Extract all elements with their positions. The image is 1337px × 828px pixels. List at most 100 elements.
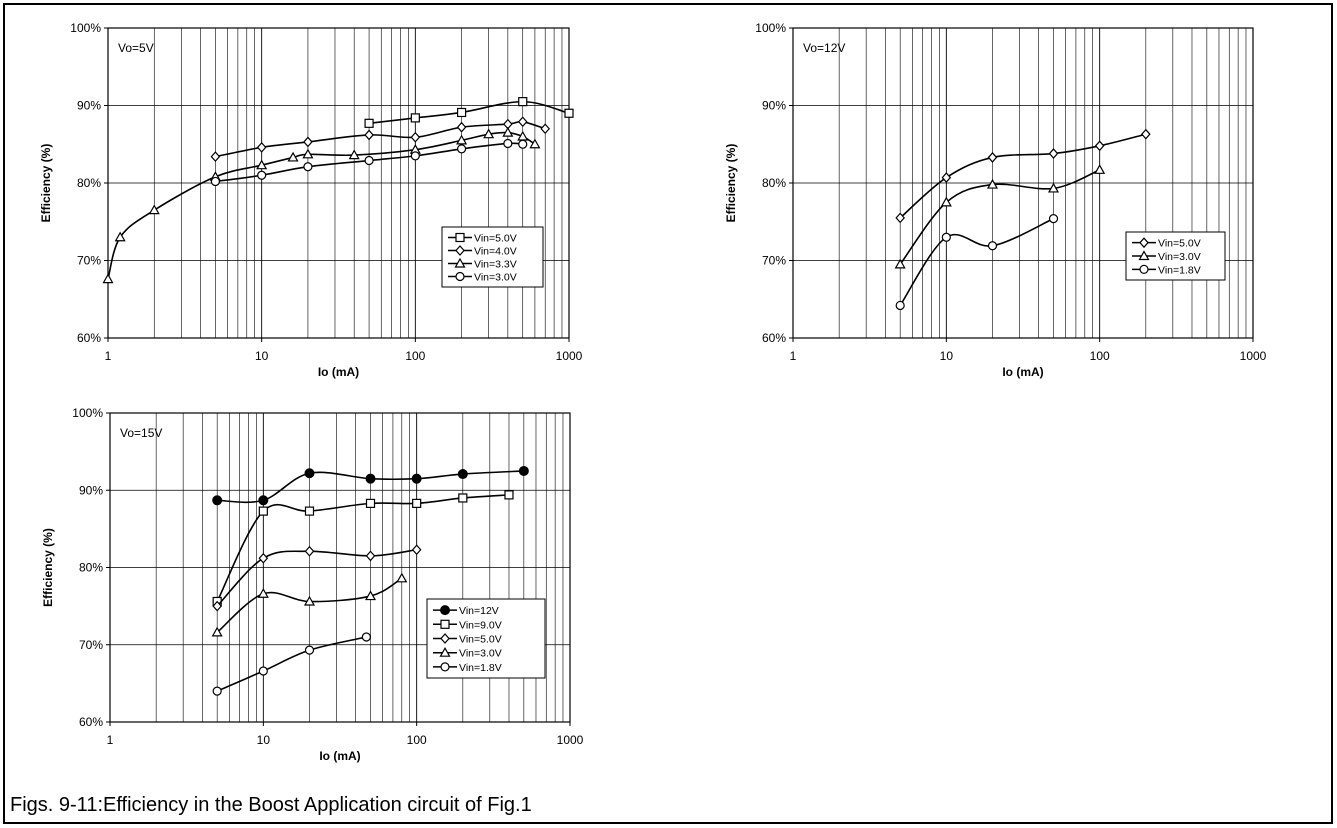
series-Vin=1.8V xyxy=(899,217,1054,306)
data-point xyxy=(256,159,268,170)
x-tick-label: 1000 xyxy=(557,733,584,747)
y-tick-label: 90% xyxy=(77,99,101,113)
x-tick-label: 10 xyxy=(257,733,271,747)
legend-label: Vin=1.8V xyxy=(1158,264,1201,276)
data-point xyxy=(364,129,374,141)
data-point xyxy=(940,196,952,207)
plot-border xyxy=(792,27,1254,339)
x-tick-label: 1000 xyxy=(1240,349,1267,363)
chart-3: 60% 70% 80% 90% 100% 1 10 100 1000 Io (mA) Efficie… xyxy=(41,406,584,763)
data-point xyxy=(987,152,998,163)
x-tick-label: 10 xyxy=(940,349,954,363)
data-point xyxy=(396,572,408,583)
legend-label: Vin=1.8V xyxy=(459,662,502,674)
data-point xyxy=(361,632,371,642)
legend-label: Vin=3.0V xyxy=(474,272,517,284)
data-point xyxy=(1094,164,1106,174)
vo-annotation: Vo=5V xyxy=(118,41,154,55)
series-markers xyxy=(102,126,541,284)
y-tick-label: 60% xyxy=(79,715,103,729)
data-point xyxy=(364,155,374,166)
data-point xyxy=(1048,214,1059,224)
data-point xyxy=(257,170,267,180)
data-point xyxy=(410,151,420,161)
data-point xyxy=(364,590,377,601)
y-tick-label: 100% xyxy=(755,21,786,35)
data-point xyxy=(148,204,160,215)
y-tick-label: 100% xyxy=(72,406,103,420)
series-Vin=1.8V xyxy=(216,636,367,692)
x-axis-label: Io (mA) xyxy=(318,365,359,379)
y-tick-label: 90% xyxy=(762,99,786,113)
legend-label: Vin=5.0V xyxy=(1158,238,1201,250)
legend-label: Vin=9.0V xyxy=(459,619,502,631)
data-point xyxy=(287,151,299,162)
data-point xyxy=(412,498,422,508)
plot-border xyxy=(107,27,570,339)
x-tick-label: 1 xyxy=(790,349,797,363)
data-point xyxy=(304,645,315,655)
data-point xyxy=(502,126,514,137)
data-point xyxy=(256,141,267,153)
legend-marker xyxy=(439,646,451,657)
series-markers xyxy=(895,214,1059,311)
series-line xyxy=(899,217,1054,306)
x-tick-label: 10 xyxy=(255,349,269,363)
data-point xyxy=(258,666,268,676)
figure-caption: Figs. 9-11:Efficiency in the Boost Appli… xyxy=(10,794,532,816)
legend-marker xyxy=(440,619,450,629)
y-tick-label: 60% xyxy=(762,331,786,345)
data-point xyxy=(518,97,528,107)
data-point xyxy=(529,138,541,149)
legend-label: Vin=5.0V xyxy=(474,233,517,245)
y-tick-label: 100% xyxy=(70,21,101,35)
y-axis-label: Efficiency (%) xyxy=(39,144,53,223)
legend-label: Vin=4.0V xyxy=(474,246,517,258)
vo-annotation: Vo=15V xyxy=(120,426,162,440)
data-point xyxy=(564,108,574,118)
data-point xyxy=(986,178,999,189)
data-point xyxy=(457,469,468,480)
legend: Vin=12V Vin=9.0V Vin=5.0V Vin=3.0V Vin=1.8V xyxy=(426,598,546,679)
data-point xyxy=(895,300,905,311)
data-point xyxy=(1094,140,1105,152)
x-tick-label: 100 xyxy=(405,349,425,363)
legend-marker xyxy=(455,245,465,256)
data-point xyxy=(1141,128,1151,140)
legend-label: Vin=3.0V xyxy=(1158,251,1201,263)
x-tick-label: 1 xyxy=(105,349,112,363)
chart-1: 60% 70% 80% 90% 100% 1 10 100 1000 Io (mA) Efficie… xyxy=(39,21,583,379)
y-tick-label: 80% xyxy=(79,561,103,575)
data-point xyxy=(212,686,222,696)
y-tick-label: 90% xyxy=(79,483,103,497)
legend-marker xyxy=(440,605,450,616)
data-point xyxy=(504,490,514,500)
data-point xyxy=(210,151,221,163)
data-point xyxy=(257,588,269,598)
legend-marker xyxy=(1139,264,1149,274)
data-point xyxy=(894,258,906,269)
x-tick-label: 100 xyxy=(1090,349,1110,363)
data-point xyxy=(303,595,316,606)
legend-marker xyxy=(1139,237,1149,249)
legend-marker xyxy=(454,257,466,268)
data-point xyxy=(304,506,315,516)
data-point xyxy=(456,144,467,154)
series-markers xyxy=(895,128,1151,224)
x-axis-label: Io (mA) xyxy=(319,749,360,763)
y-tick-label: 70% xyxy=(77,254,101,268)
data-point xyxy=(365,498,376,508)
data-point xyxy=(518,139,528,149)
data-point xyxy=(987,241,998,251)
legend-marker xyxy=(1138,250,1150,261)
legend-marker xyxy=(440,662,450,672)
data-point xyxy=(411,544,422,556)
data-point xyxy=(483,128,495,139)
data-point xyxy=(456,134,468,145)
chart-2: 60% 70% 80% 90% 100% 1 10 100 1000 Io (mA) Efficie… xyxy=(724,21,1267,379)
data-point xyxy=(518,465,529,476)
data-point xyxy=(1047,182,1060,193)
